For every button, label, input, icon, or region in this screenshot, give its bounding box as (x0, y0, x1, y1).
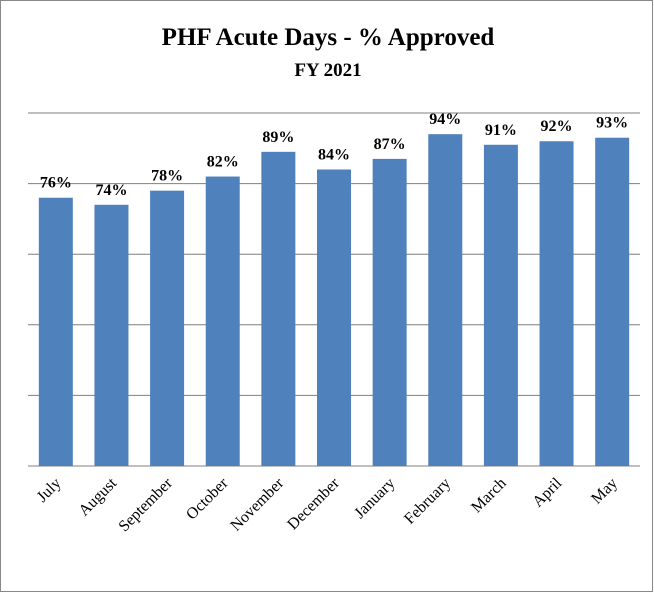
data-label: 92% (541, 118, 573, 135)
data-label: 74% (95, 182, 127, 199)
data-label: 87% (374, 136, 406, 153)
bar (539, 141, 574, 467)
bar (428, 134, 463, 466)
chart-title: PHF Acute Days - % Approved (162, 24, 495, 51)
data-label: 78% (151, 168, 183, 185)
bar (150, 190, 185, 466)
data-label: 84% (318, 146, 350, 163)
data-label: 94% (429, 111, 461, 128)
bar (261, 151, 296, 466)
data-label: 89% (262, 129, 294, 146)
bar (317, 169, 351, 467)
bar (205, 176, 240, 467)
chart-subtitle: FY 2021 (294, 60, 361, 81)
data-label: 76% (40, 175, 72, 192)
bar (372, 158, 407, 466)
bar (595, 137, 630, 466)
data-label: 93% (596, 115, 628, 132)
data-label: 91% (485, 122, 517, 139)
bar (38, 197, 73, 466)
bar (94, 204, 129, 466)
bar (483, 144, 518, 466)
data-label: 82% (207, 154, 239, 171)
